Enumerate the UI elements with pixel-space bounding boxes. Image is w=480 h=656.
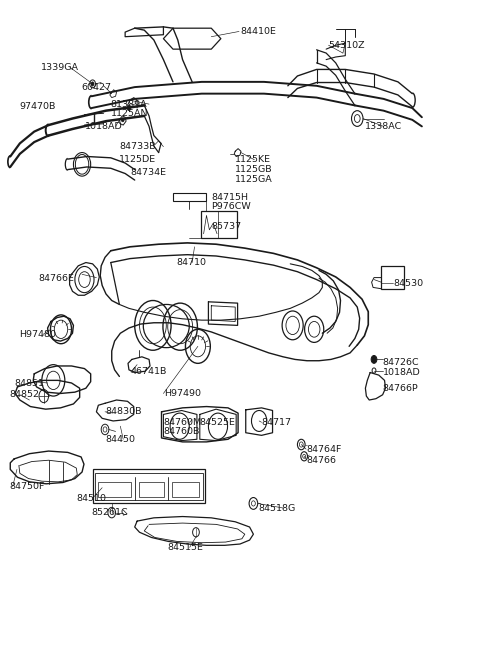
Text: 84515E: 84515E xyxy=(167,543,203,552)
Text: 84766P: 84766P xyxy=(383,384,419,394)
Text: 1125AN: 1125AN xyxy=(111,109,148,118)
Text: 84410E: 84410E xyxy=(240,27,276,36)
Text: 84530: 84530 xyxy=(393,279,423,288)
Text: 54310Z: 54310Z xyxy=(328,41,365,50)
Text: 84450: 84450 xyxy=(105,435,135,443)
Text: 1125DE: 1125DE xyxy=(120,155,156,164)
Bar xyxy=(139,483,164,497)
Bar xyxy=(98,483,131,497)
Text: H97490: H97490 xyxy=(164,389,202,398)
Text: 84525E: 84525E xyxy=(199,418,235,427)
Text: 1339GA: 1339GA xyxy=(41,63,79,72)
Circle shape xyxy=(91,82,94,86)
Text: 84852: 84852 xyxy=(9,390,39,400)
Bar xyxy=(93,470,205,503)
Text: 84766E: 84766E xyxy=(38,274,74,283)
Text: P976CW: P976CW xyxy=(211,203,251,211)
Text: 84717: 84717 xyxy=(262,418,291,427)
Text: 84518G: 84518G xyxy=(258,504,295,512)
Text: 84734E: 84734E xyxy=(130,168,166,176)
Text: 84766: 84766 xyxy=(306,456,336,464)
Text: 81389A: 81389A xyxy=(111,100,147,109)
Text: 84733B: 84733B xyxy=(120,142,156,151)
Text: 97470B: 97470B xyxy=(19,102,55,112)
Text: H97480: H97480 xyxy=(19,330,56,339)
Text: 84851: 84851 xyxy=(14,379,44,388)
Bar xyxy=(173,193,205,201)
Text: 84710: 84710 xyxy=(177,258,207,267)
Text: 60427: 60427 xyxy=(81,83,111,92)
Text: 84760B: 84760B xyxy=(163,427,200,436)
Bar xyxy=(172,483,199,497)
Bar xyxy=(96,474,203,499)
Text: 1125GB: 1125GB xyxy=(235,165,273,174)
Text: 85737: 85737 xyxy=(211,222,241,231)
Bar xyxy=(201,211,237,237)
Text: 84510: 84510 xyxy=(76,494,106,502)
Circle shape xyxy=(121,118,124,122)
Text: 84715H: 84715H xyxy=(211,193,248,201)
Text: 1125GA: 1125GA xyxy=(235,175,273,184)
Text: 84830B: 84830B xyxy=(105,407,142,417)
Bar xyxy=(381,266,404,289)
Text: 1018AD: 1018AD xyxy=(84,122,122,131)
Circle shape xyxy=(371,356,377,363)
Text: 46741B: 46741B xyxy=(131,367,167,377)
Text: 1125KE: 1125KE xyxy=(235,155,271,164)
Text: 85261C: 85261C xyxy=(92,508,128,517)
Text: 84764F: 84764F xyxy=(306,445,341,453)
Text: 1338AC: 1338AC xyxy=(364,122,402,131)
Text: 84726C: 84726C xyxy=(383,358,419,367)
Text: 1018AD: 1018AD xyxy=(383,368,420,377)
Text: 84760M: 84760M xyxy=(163,418,202,427)
Text: 84750F: 84750F xyxy=(9,482,45,491)
Circle shape xyxy=(127,106,131,111)
